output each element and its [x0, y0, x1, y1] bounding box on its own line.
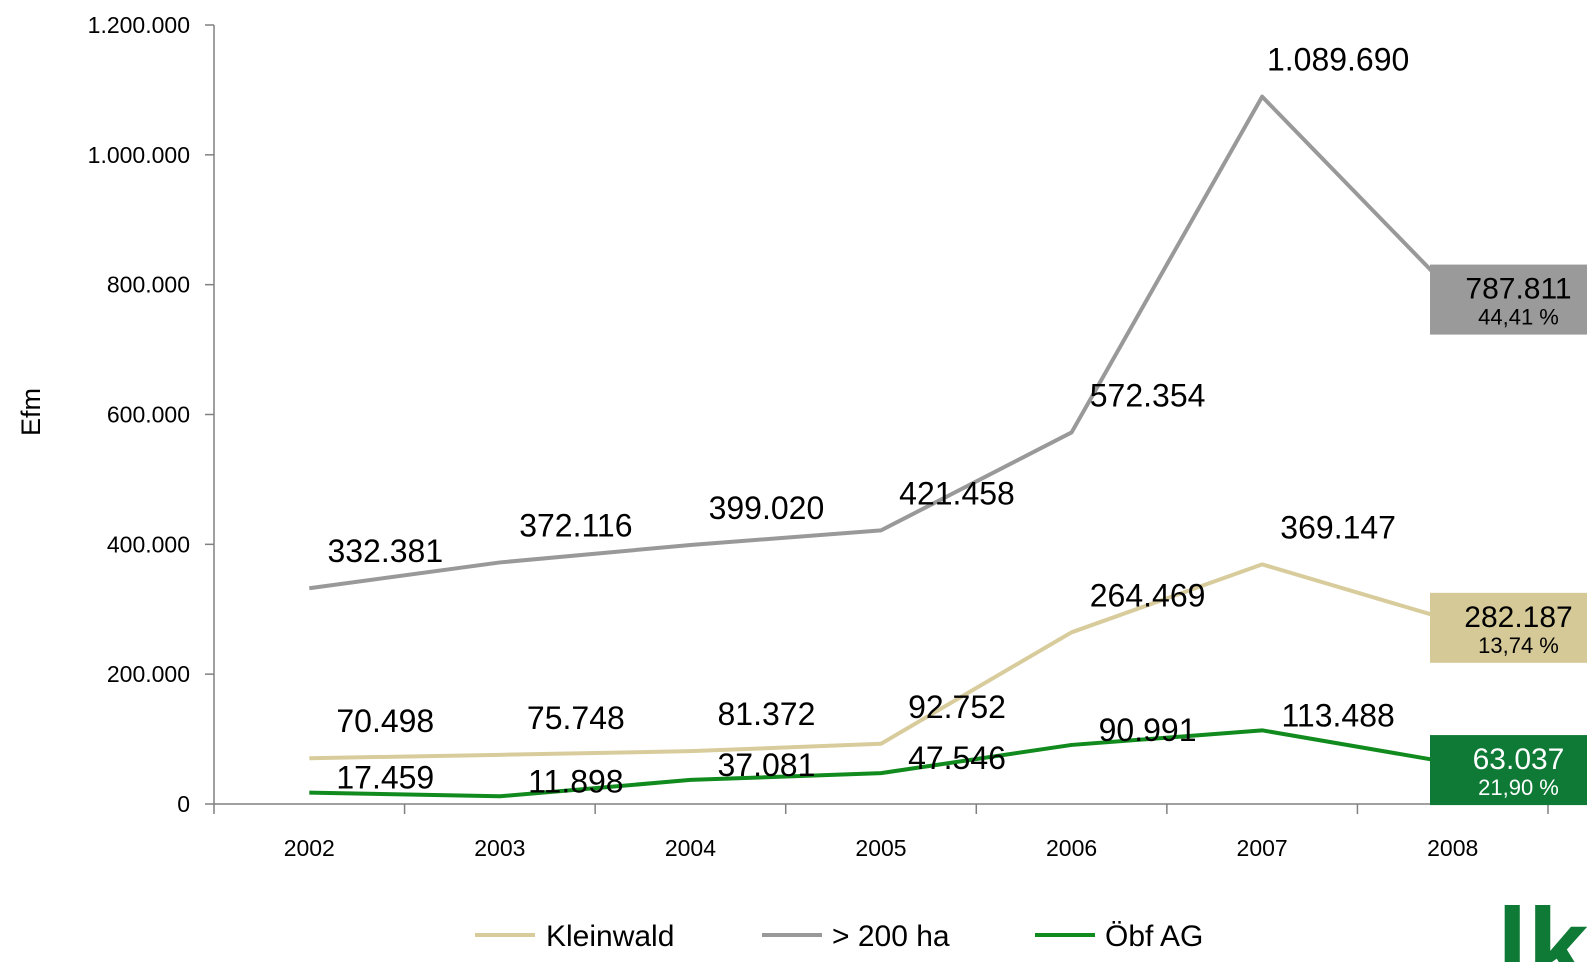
data-label: 11.898 — [528, 763, 624, 799]
y-tick-label: 400.000 — [107, 531, 190, 557]
x-axis: 2002 2003 2004 2005 2006 2007 2008 — [213, 803, 1549, 861]
y-axis-title: Efm — [16, 388, 46, 436]
end-value-label: 63.037 — [1473, 743, 1565, 776]
data-label: 75.748 — [527, 700, 625, 736]
legend-label: > 200 ha — [832, 920, 950, 953]
data-label: 372.116 — [519, 507, 632, 543]
series-line-0 — [309, 562, 1454, 761]
x-tick-label: 2004 — [665, 835, 716, 861]
y-tick-label: 1.000.000 — [88, 142, 190, 168]
legend: Kleinwald > 200 ha Öbf AG — [475, 920, 1203, 953]
x-tick-label: 2003 — [474, 835, 525, 861]
end-value-label: 282.187 — [1464, 601, 1572, 634]
data-label: 1.089.690 — [1267, 42, 1409, 78]
data-labels: 70.498 75.748 81.372 92.752 264.469 369.147 33… — [327, 42, 1409, 800]
end-value-box — [1430, 264, 1587, 335]
x-tick-label: 2007 — [1237, 835, 1288, 861]
end-value-label: 787.811 — [1465, 273, 1571, 306]
series-line-1 — [309, 94, 1455, 591]
series-lines — [309, 94, 1455, 799]
x-tick-label: 2006 — [1046, 835, 1097, 861]
end-share-label: 21,90 % — [1478, 775, 1559, 800]
x-tick-label: 2005 — [855, 835, 906, 861]
data-label: 369.147 — [1280, 509, 1396, 545]
series-line-2 — [309, 728, 1454, 799]
data-label: 332.381 — [327, 533, 443, 569]
y-tick-label: 200.000 — [107, 661, 190, 687]
data-label: 90.991 — [1099, 712, 1197, 748]
data-label: 47.546 — [908, 740, 1006, 776]
lk-logo: lk — [1497, 886, 1587, 962]
x-tick-label: 2008 — [1427, 835, 1478, 861]
end-share-label: 13,74 % — [1478, 633, 1559, 658]
data-label: 572.354 — [1090, 377, 1206, 413]
legend-label: Öbf AG — [1105, 920, 1203, 953]
y-tick-label: 800.000 — [107, 272, 190, 298]
data-label: 70.498 — [336, 703, 434, 739]
legend-label: Kleinwald — [546, 920, 674, 953]
y-tick-label: 0 — [177, 791, 190, 817]
y-axis: 0 200.000 400.000 600.000 800.000 1.000.000 1.… — [88, 12, 215, 817]
data-label: 399.020 — [709, 490, 825, 526]
y-tick-label: 600.000 — [107, 402, 190, 428]
data-label: 421.458 — [899, 475, 1015, 511]
data-label: 264.469 — [1090, 577, 1206, 613]
end-value-box — [1430, 592, 1587, 663]
end-value-box — [1430, 735, 1587, 806]
logo-text: lk — [1497, 886, 1587, 962]
end-share-label: 44,41 % — [1478, 305, 1559, 330]
x-tick-label: 2002 — [284, 835, 335, 861]
data-label: 81.372 — [717, 696, 815, 732]
data-label: 37.081 — [717, 747, 815, 783]
data-label: 17.459 — [336, 760, 434, 796]
y-tick-label: 1.200.000 — [88, 12, 190, 38]
data-label: 113.488 — [1281, 697, 1394, 733]
data-label: 92.752 — [908, 689, 1006, 725]
